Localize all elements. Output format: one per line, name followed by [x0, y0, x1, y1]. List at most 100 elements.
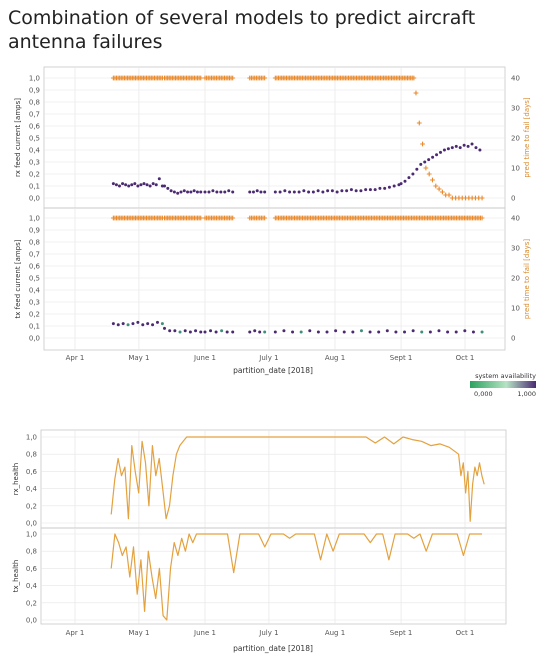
rx_health-y-tick-1: 0,8	[26, 451, 37, 459]
tx-prediction-point-1-23	[198, 215, 204, 221]
tx-y-tick-left-6: 0,4	[29, 287, 41, 295]
legend-color-bar	[470, 381, 536, 388]
tx-y-tick-left-5: 0,5	[29, 275, 40, 283]
tx-current-point-4-20	[446, 330, 450, 334]
rx-current-point-4-22	[378, 186, 382, 190]
tx-current-point-4-2	[291, 330, 295, 334]
rx-current-point-4-11	[326, 189, 330, 193]
rx-y-tick-right-1: 30	[511, 105, 520, 113]
rx-current-point-0-9	[139, 183, 143, 187]
page-title: Combination of several models to predict…	[8, 7, 476, 53]
rx-current-point-5-2	[407, 176, 411, 180]
rx-current-point-5-11	[442, 148, 446, 152]
rx-current-point-0-16	[160, 184, 164, 188]
top-x-tick-2: June 1	[193, 354, 216, 362]
rx-current-point-5-5	[419, 162, 423, 166]
rx-current-point-1-5	[179, 190, 183, 194]
rx-current-point-3-4	[263, 190, 267, 194]
tx_health-line	[110, 533, 482, 621]
rx-current-point-5-1	[403, 179, 407, 183]
top-x-tick-3: July 1	[258, 354, 278, 362]
bottom-x-tick-2: June 1	[193, 629, 216, 637]
rx-current-point-5-0	[399, 182, 403, 186]
tx-current-point-0-6	[141, 323, 145, 327]
rx-current-point-0-8	[136, 184, 140, 188]
tx-current-point-4-18	[428, 330, 432, 334]
tx_health-y-tick-0: 1,0	[26, 531, 37, 539]
tx-y-label-left: tx feed current [amps]	[14, 239, 22, 318]
rx-current-point-1-8	[189, 190, 193, 194]
tx-current-point-3-0	[248, 330, 252, 334]
bottom-x-axis-label: partition_date [2018]	[233, 644, 313, 653]
rx-current-point-5-6	[423, 160, 427, 164]
tx-current-point-1-1	[168, 329, 172, 333]
tx-current-point-0-7	[146, 322, 150, 326]
rx-current-point-5-19	[474, 146, 478, 150]
tx_health-y-label: tx_health	[12, 560, 20, 593]
rx-current-point-5-12	[446, 147, 450, 151]
rx-current-point-5-13	[450, 146, 454, 150]
tx-current-point-4-22	[463, 329, 467, 333]
bottom-x-tick-3: July 1	[258, 629, 278, 637]
tx-current-point-1-6	[194, 329, 198, 333]
tx-current-point-4-17	[420, 330, 424, 334]
tx-y-tick-left-7: 0,3	[29, 299, 40, 307]
rx-current-point-5-7	[427, 158, 431, 162]
rx_health-y-tick-3: 0,4	[26, 485, 38, 493]
top-x-axis-label: partition_date [2018]	[233, 366, 313, 375]
rx-current-point-4-10	[321, 190, 325, 194]
tx-current-point-4-23	[471, 330, 475, 334]
rx-current-point-5-17	[466, 144, 470, 148]
rx-current-point-4-20	[368, 188, 372, 192]
top-x-tick-4: Aug 1	[325, 354, 345, 362]
rx_health-y-tick-4: 0,2	[26, 502, 37, 510]
rx-prediction-point-5-8	[440, 189, 445, 195]
top-x-tick-5: Sept 1	[390, 354, 413, 362]
rx_health-y-tick-5: 0,0	[26, 520, 37, 528]
rx-y-tick-left-5: 0,5	[29, 135, 40, 143]
rx-prediction-point-5-10	[446, 192, 452, 198]
tx-current-point-2-4	[225, 330, 229, 334]
tx_health-y-tick-1: 0,8	[26, 548, 37, 556]
tx-current-point-1-3	[178, 330, 182, 334]
rx-current-point-4-18	[359, 189, 363, 193]
tx-current-point-0-5	[136, 320, 140, 324]
rx-y-tick-left-6: 0,4	[29, 147, 41, 155]
tx-current-point-1-7	[199, 330, 203, 334]
rx-current-point-0-4	[124, 183, 128, 187]
tx-current-point-0-3	[126, 323, 130, 327]
rx-current-point-5-4	[415, 167, 419, 171]
rx-current-point-4-25	[392, 184, 396, 188]
rx-current-point-4-19	[364, 188, 368, 192]
tx-current-point-0-4	[131, 322, 135, 326]
top-x-tick-1: May 1	[128, 354, 149, 362]
rx-current-point-0-5	[127, 184, 131, 188]
rx-current-point-2-6	[227, 189, 231, 193]
bottom-x-tick-4: Aug 1	[325, 629, 345, 637]
bottom-x-tick-6: Oct 1	[456, 629, 475, 637]
tx-current-point-3-1	[253, 329, 257, 333]
rx-current-point-1-6	[182, 189, 186, 193]
tx-y-tick-right-0: 40	[511, 215, 520, 223]
rx-current-point-1-9	[192, 189, 196, 193]
tx-y-tick-left-4: 0,6	[29, 263, 41, 271]
tx-current-point-0-10	[160, 322, 164, 326]
rx-current-point-4-21	[373, 188, 377, 192]
rx-current-point-5-9	[435, 153, 439, 157]
rx_health-y-tick-0: 1,0	[26, 434, 37, 442]
rx-current-point-3-3	[259, 190, 263, 194]
rx-y-label-right: pred time to fail [days]	[523, 97, 531, 178]
rx-current-point-4-3	[288, 190, 292, 194]
rx-prediction-point-5-5	[430, 177, 435, 183]
rx-current-point-4-2	[283, 189, 287, 193]
tx-y-tick-right-1: 30	[511, 245, 520, 253]
rx-y-tick-left-4: 0,6	[29, 123, 41, 131]
rx_health-line	[110, 436, 485, 522]
rx-current-point-4-9	[316, 189, 320, 193]
rx-current-point-0-14	[154, 183, 158, 187]
tx-current-point-2-1	[209, 329, 213, 333]
rx-current-point-1-1	[166, 186, 170, 190]
tx-y-tick-left-3: 0,7	[29, 251, 40, 259]
tx-current-point-4-15	[403, 330, 407, 334]
